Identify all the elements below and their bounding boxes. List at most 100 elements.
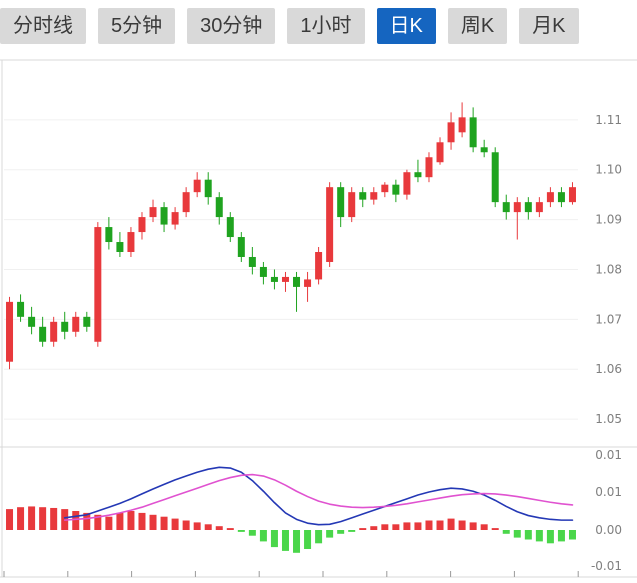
macd-bar-up [370,526,378,530]
macd-bar-down [315,530,323,544]
macd-axis-label: -0.01 [591,559,622,573]
macd-bar-up [403,522,411,530]
candle-up [149,207,157,218]
candle-down [237,237,245,257]
candle-down [259,266,267,277]
macd-bar-down [293,530,301,553]
candle-up [6,301,14,362]
macd-bar-up [171,518,179,530]
macd-bar-down [304,530,312,549]
candle-up [281,276,289,282]
macd-bar-up [50,507,58,530]
candle-down [105,227,113,243]
macd-bar-up [381,524,389,530]
macd-bar-up [160,516,168,530]
macd-bar-down [535,530,543,542]
price-axis-label: 1.08 [595,262,622,276]
macd-bar-up [17,507,25,530]
candlestick-chart[interactable]: 1.11 1.10 1.09 1.08 1.07 1.06 1.05 0.01 0.01 0.00… [0,44,637,583]
macd-bar-up [6,509,14,530]
candle-down [248,256,256,267]
macd-bar-up [491,528,499,530]
macd-bar-up [39,507,47,530]
candle-down [61,321,69,332]
candle-down [469,117,477,148]
interval-tab-5-active[interactable]: 日K [376,8,436,44]
candle-up [568,187,576,203]
macd-bar-down [557,530,565,542]
macd-bar-down [281,530,289,551]
price-axis-label: 1.11 [595,113,622,127]
interval-tab-3[interactable]: 30分钟 [187,8,276,44]
candle-up [50,321,58,342]
macd-bar-down [568,530,576,540]
macd-axis-label: 0.01 [595,485,622,499]
macd-bar-down [237,530,245,532]
candle-up [182,192,190,213]
candle-down [83,316,91,327]
macd-bar-down [348,530,356,532]
macd-bar-down [502,530,510,534]
candle-up [94,227,102,342]
candle-up [127,232,135,252]
candle-up [546,192,554,203]
macd-bar-up [28,506,36,530]
price-axis-label: 1.10 [595,163,622,177]
macd-bar-up [480,524,488,530]
candle-up [370,192,378,200]
candle-up [72,316,80,332]
candle-up [535,202,543,213]
candle-up [425,157,433,178]
macd-bar-up [414,522,422,530]
macd-bar-up [182,520,190,530]
candle-up [138,217,146,233]
macd-bar-up [127,511,135,530]
macd-bar-up [226,528,234,530]
price-axis-label: 1.07 [595,312,622,326]
macd-axis-label: 0.01 [595,448,622,462]
candle-down [226,217,234,238]
candle-down [39,326,47,342]
macd-bar-up [149,514,157,530]
candle-up [326,187,334,262]
macd-bar-up [436,520,444,530]
candle-down [557,192,565,203]
macd-bar-up [72,511,80,530]
interval-tab-6[interactable]: 周K [447,8,508,44]
candle-up [458,117,466,133]
candle-up [171,212,179,225]
candle-up [193,179,201,193]
candle-down [28,316,36,327]
price-axis-label: 1.09 [595,213,622,227]
interval-tab-2[interactable]: 5分钟 [98,8,176,44]
price-axis-label: 1.06 [595,362,622,376]
candle-down [293,276,301,287]
macd-bar-up [359,528,367,530]
interval-tab-4[interactable]: 1小时 [287,8,365,44]
interval-tab-7[interactable]: 月K [519,8,579,44]
macd-bar-down [270,530,278,548]
macd-bar-down [524,530,532,540]
macd-bar-up [204,524,212,530]
candle-down [359,192,367,200]
candle-down [392,184,400,195]
macd-bar-up [138,512,146,530]
macd-bar-up [193,522,201,530]
candle-down [491,152,499,203]
macd-bar-up [447,518,455,530]
macd-bar-down [337,530,345,534]
macd-bar-down [326,530,334,538]
interval-tab-1[interactable]: 分时线 [0,8,86,44]
candle-down [215,197,223,218]
candle-down [116,242,124,252]
macd-bar-up [116,512,124,530]
candle-down [17,301,25,317]
candle-down [524,202,532,213]
macd-bar-up [458,520,466,530]
macd-bar-down [259,530,267,542]
candle-down [414,172,422,178]
candle-up [403,172,411,195]
candle-up [304,279,312,287]
macd-bar-up [83,512,91,530]
macd-bar-up [105,516,113,530]
